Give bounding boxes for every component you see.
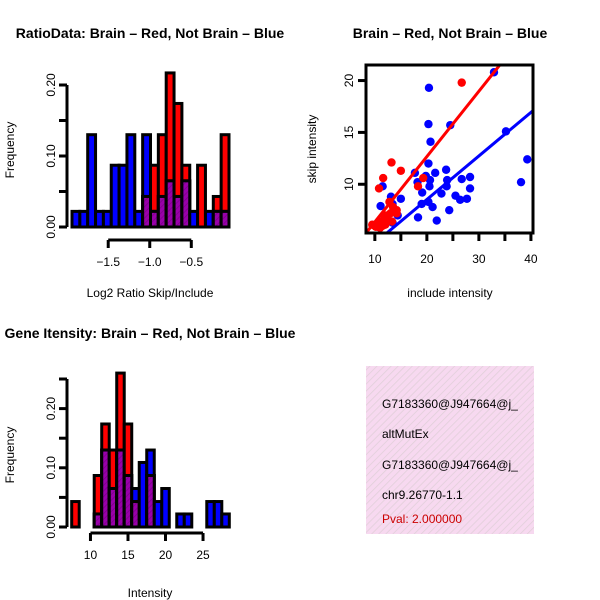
fit-line-brain	[366, 65, 502, 233]
point-brain	[396, 166, 406, 175]
point-not-brain	[437, 189, 446, 198]
x-tick-label: −0.5	[179, 255, 203, 269]
scatter-ylabel: skip intensity	[305, 115, 319, 184]
point-not-brain	[455, 195, 465, 205]
scatter-xlabel: include intensity	[407, 286, 492, 300]
x-tick-label: 10	[84, 548, 98, 562]
point-not-brain	[424, 83, 434, 93]
x-tick-label: −1.0	[138, 255, 162, 269]
bar-brain	[70, 500, 81, 529]
point-brain	[381, 220, 390, 229]
y-tick-label: 0.10	[44, 144, 58, 168]
point-not-brain	[425, 182, 434, 191]
x-tick-label: 10	[368, 252, 382, 266]
ratio-histogram-ylabel: Frequency	[3, 122, 17, 179]
point-not-brain	[424, 159, 433, 168]
gene-intensity-xlabel: Intensity	[128, 586, 173, 600]
point-not-brain	[417, 188, 427, 197]
point-not-brain	[413, 213, 423, 222]
point-brain	[392, 209, 401, 218]
y-tick-label: 20	[342, 74, 356, 88]
fit-line-not-brain	[384, 109, 533, 233]
x-tick-label: 30	[472, 252, 486, 266]
point-not-brain	[465, 172, 475, 182]
info-line-event-id: G7183360@J947664@j_	[382, 397, 518, 411]
bar-not-brain	[182, 512, 194, 529]
point-not-brain	[424, 119, 433, 129]
x-tick-label: −1.5	[96, 255, 120, 269]
x-tick-label: 25	[196, 548, 210, 562]
x-tick-label: 40	[524, 252, 538, 266]
ratio-histogram-title: RatioData: Brain – Red, Not Brain – Blue	[16, 25, 285, 41]
x-tick-label: 20	[159, 548, 173, 562]
bar-not-brain	[86, 133, 98, 229]
info-line-event-id-2: G7183360@J947664@j_	[382, 458, 518, 472]
info-line-location: chr9.26770-1.1	[382, 488, 463, 502]
point-not-brain	[396, 194, 406, 203]
y-tick-label: 0.00	[44, 515, 58, 539]
point-not-brain	[516, 177, 526, 187]
intensity-scatter: Brain – Red, Not Brain – Blue 10 20 30 40 10…	[305, 25, 548, 300]
point-brain	[419, 173, 428, 183]
info-panel: G7183360@J947664@j_ altMutEx G7183360@J9…	[366, 366, 534, 534]
point-not-brain	[523, 155, 532, 164]
point-not-brain	[462, 194, 472, 203]
y-tick-label: 0.10	[44, 456, 58, 480]
point-not-brain	[430, 168, 440, 178]
point-not-brain	[376, 201, 385, 211]
y-tick-label: 10	[342, 177, 356, 191]
y-tick-label: 15	[342, 125, 356, 139]
point-not-brain	[428, 202, 437, 212]
y-tick-label: 0.20	[44, 397, 58, 421]
point-not-brain	[425, 175, 435, 185]
y-tick-label: 0.20	[44, 73, 58, 97]
bar-not-brain	[220, 512, 231, 529]
info-panel-background	[366, 366, 534, 534]
gene-intensity-title: Gene Itensity: Brain – Red, Not Brain – …	[5, 325, 296, 341]
ratio-histogram-xlabel: Log2 Ratio Skip/Include	[87, 286, 214, 300]
point-not-brain	[441, 165, 451, 174]
gene-intensity-histogram: Gene Itensity: Brain – Red, Not Brain – …	[3, 325, 296, 600]
scatter-plot-area	[366, 65, 533, 233]
point-brain	[374, 184, 384, 193]
info-line-event-type: altMutEx	[382, 427, 429, 441]
point-brain	[387, 217, 397, 226]
bar-not-brain	[160, 487, 171, 529]
ratio-histogram: RatioData: Brain – Red, Not Brain – Blue…	[3, 25, 284, 300]
point-not-brain	[445, 205, 454, 215]
y-tick-label: 0.00	[44, 215, 58, 239]
point-not-brain	[457, 174, 466, 184]
point-not-brain	[426, 137, 435, 146]
point-brain	[378, 173, 388, 183]
plot-frame	[364, 63, 535, 235]
bar-brain	[196, 163, 207, 229]
gene-intensity-ylabel: Frequency	[3, 427, 17, 484]
point-brain	[387, 158, 396, 167]
x-tick-label: 15	[121, 548, 135, 562]
info-line-pval: Pval: 2.000000	[382, 512, 462, 526]
x-tick-label: 20	[420, 252, 434, 266]
point-not-brain	[465, 184, 475, 193]
scatter-title: Brain – Red, Not Brain – Blue	[353, 25, 548, 41]
bar-overlap	[219, 209, 231, 229]
point-brain	[413, 182, 423, 191]
point-not-brain	[432, 216, 441, 225]
bar-overlap	[180, 179, 192, 229]
bar-not-brain	[125, 133, 137, 229]
point-brain	[457, 78, 466, 87]
